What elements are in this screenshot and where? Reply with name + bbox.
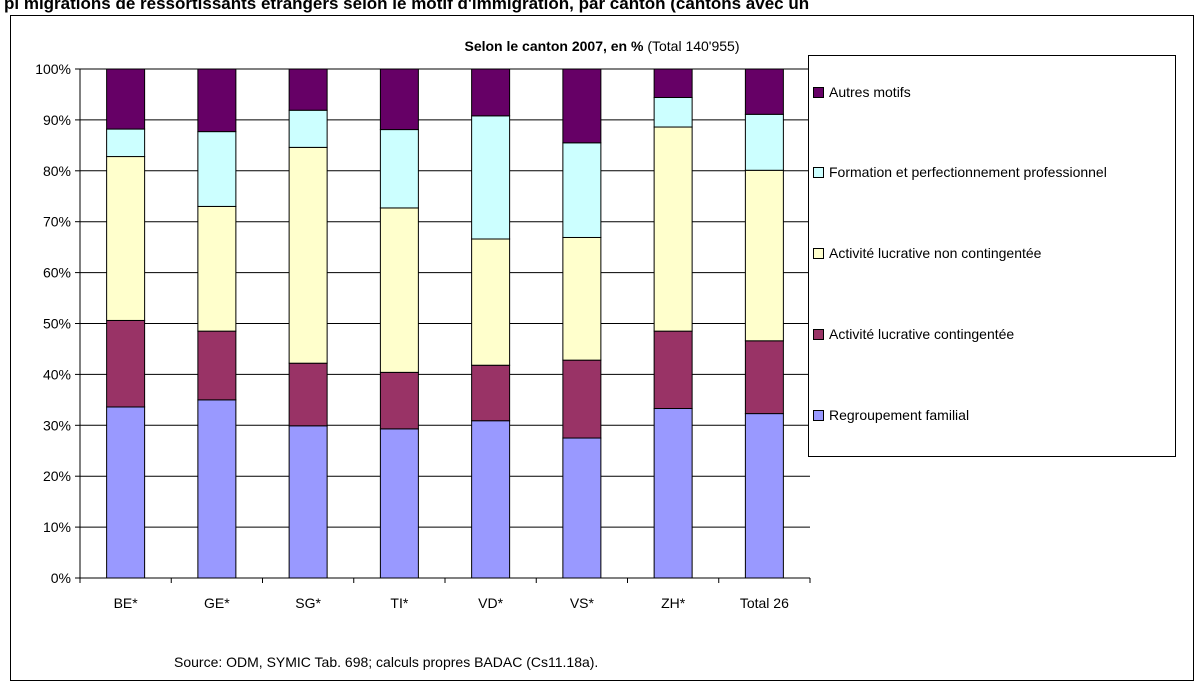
legend-swatch	[813, 409, 824, 421]
bar-segment	[744, 169, 784, 342]
legend-label: Autres motifs	[829, 84, 911, 100]
x-tick-label: BE*	[114, 595, 139, 611]
bar-segment	[288, 146, 328, 364]
y-tick-label: 90%	[43, 112, 71, 128]
legend-swatch	[813, 86, 824, 98]
x-tick-label: VD*	[478, 595, 503, 611]
bar-segment	[106, 319, 146, 408]
bar-segment	[197, 68, 237, 133]
legend-label: Regroupement familial	[829, 407, 970, 423]
legend-label: Activité lucrative non contingentée	[829, 245, 1042, 261]
bar-segment	[106, 156, 146, 321]
bar-segment	[562, 68, 602, 144]
bar-segment	[288, 362, 328, 427]
y-tick-label: 80%	[43, 163, 71, 179]
source-note: Source: ODM, SYMIC Tab. 698; calculs pro…	[174, 654, 599, 670]
legend-item: Formation et perfectionnement profession…	[813, 164, 1107, 180]
legend-swatch	[813, 328, 824, 340]
chart-title-main: Selon le canton 2007, en %	[464, 38, 644, 54]
bar-segment	[197, 205, 237, 332]
x-tick-label: SG*	[295, 595, 321, 611]
y-tick-label: 10%	[43, 519, 71, 535]
bar-segment	[562, 236, 602, 361]
x-tick-label: Total 26	[740, 595, 789, 611]
bar-segment	[288, 425, 328, 579]
bar-segment	[288, 68, 328, 111]
legend-label: Activité lucrative contingentée	[829, 326, 1015, 342]
y-tick-label: 0%	[51, 570, 71, 586]
bar-segment	[197, 330, 237, 401]
bar-segment	[744, 413, 784, 579]
bar-segment	[653, 408, 693, 579]
bar-segment	[471, 68, 511, 117]
y-tick-label: 20%	[43, 468, 71, 484]
chart-legend: Autres motifs Formation et perfectionneme…	[808, 55, 1176, 457]
bar-segment	[562, 359, 602, 439]
bar-segment	[744, 340, 784, 415]
y-tick-label: 70%	[43, 214, 71, 230]
bar-segment	[744, 68, 784, 115]
bar-segment	[379, 68, 419, 131]
bar-segment	[471, 364, 511, 422]
y-tick-label: 50%	[43, 316, 71, 332]
bar-segment	[379, 428, 419, 579]
bar-segment	[197, 399, 237, 579]
bar-segment	[471, 238, 511, 366]
x-tick-label: GE*	[204, 595, 230, 611]
y-tick-label: 60%	[43, 265, 71, 281]
y-tick-label: 40%	[43, 366, 71, 382]
bar-segment	[197, 131, 237, 207]
bar-segment	[744, 113, 784, 171]
bar-segment	[471, 420, 511, 579]
bar-segment	[379, 207, 419, 373]
bar-segment	[288, 109, 328, 148]
bar-segment	[379, 371, 419, 430]
page-heading-text: pl migrations de ressortissants étranger…	[4, 0, 810, 13]
bar-segment	[653, 330, 693, 410]
bar-segment	[653, 68, 693, 99]
x-tick-label: VS*	[570, 595, 595, 611]
bar-segment	[379, 129, 419, 209]
y-tick-label: 100%	[35, 61, 71, 77]
bar-segment	[562, 142, 602, 238]
legend-swatch	[813, 166, 824, 178]
chart-title: Selon le canton 2007, en % (Total 140'95…	[11, 38, 1193, 54]
legend-item: Activité lucrative non contingentée	[813, 245, 1041, 261]
bar-segment	[653, 126, 693, 332]
y-tick-label: 30%	[43, 417, 71, 433]
bar-segment	[106, 406, 146, 579]
bar-segment	[471, 115, 511, 240]
x-tick-label: ZH*	[661, 595, 686, 611]
legend-label: Formation et perfectionnement profession…	[829, 164, 1107, 180]
legend-item: Autres motifs	[813, 84, 911, 100]
legend-item: Regroupement familial	[813, 407, 969, 423]
x-tick-label: TI*	[390, 595, 408, 611]
bar-segment	[562, 437, 602, 579]
legend-item: Activité lucrative contingentée	[813, 326, 1014, 342]
bar-segment	[106, 128, 146, 158]
legend-swatch	[813, 247, 824, 259]
chart-title-subtitle: (Total 140'955)	[647, 38, 740, 54]
bar-segment	[106, 68, 146, 130]
bar-segment	[653, 97, 693, 128]
